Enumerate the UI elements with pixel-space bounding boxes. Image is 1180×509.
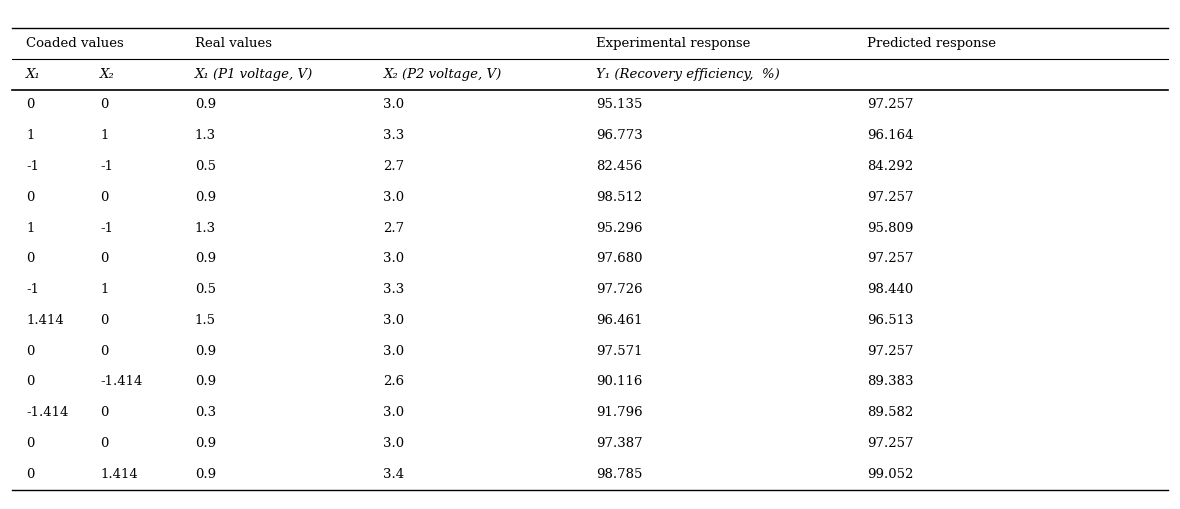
Text: 1: 1: [100, 129, 109, 142]
Text: 97.726: 97.726: [596, 283, 643, 296]
Text: 90.116: 90.116: [596, 376, 642, 388]
Text: 95.135: 95.135: [596, 98, 642, 111]
Text: -1.414: -1.414: [26, 406, 68, 419]
Text: 3.0: 3.0: [384, 314, 405, 327]
Text: 3.0: 3.0: [384, 98, 405, 111]
Text: 2.6: 2.6: [384, 376, 405, 388]
Text: 3.0: 3.0: [384, 345, 405, 358]
Text: 96.164: 96.164: [867, 129, 913, 142]
Text: Experimental response: Experimental response: [596, 37, 750, 50]
Text: 0: 0: [26, 376, 34, 388]
Text: 96.461: 96.461: [596, 314, 642, 327]
Text: 97.571: 97.571: [596, 345, 642, 358]
Text: Y₁ (Recovery efficiency,  %): Y₁ (Recovery efficiency, %): [596, 68, 780, 80]
Text: 96.773: 96.773: [596, 129, 643, 142]
Text: -1: -1: [100, 160, 113, 173]
Text: 97.257: 97.257: [867, 191, 913, 204]
Text: 0: 0: [26, 468, 34, 481]
Text: 98.512: 98.512: [596, 191, 642, 204]
Text: 0.9: 0.9: [195, 437, 216, 450]
Text: 0.9: 0.9: [195, 345, 216, 358]
Text: 89.582: 89.582: [867, 406, 913, 419]
Text: 3.0: 3.0: [384, 406, 405, 419]
Text: X₂: X₂: [100, 68, 116, 80]
Text: 1.3: 1.3: [195, 129, 216, 142]
Text: 97.257: 97.257: [867, 98, 913, 111]
Text: 0: 0: [100, 98, 109, 111]
Text: -1.414: -1.414: [100, 376, 143, 388]
Text: 0.9: 0.9: [195, 468, 216, 481]
Text: 95.809: 95.809: [867, 221, 913, 235]
Text: 1: 1: [26, 129, 34, 142]
Text: 1: 1: [100, 283, 109, 296]
Text: 96.513: 96.513: [867, 314, 913, 327]
Text: 0: 0: [26, 252, 34, 265]
Text: 0: 0: [100, 437, 109, 450]
Text: 0.5: 0.5: [195, 160, 216, 173]
Text: X₂ (P2 voltage, V): X₂ (P2 voltage, V): [384, 68, 502, 80]
Text: 3.4: 3.4: [384, 468, 405, 481]
Text: 99.052: 99.052: [867, 468, 913, 481]
Text: 0.3: 0.3: [195, 406, 216, 419]
Text: Predicted response: Predicted response: [867, 37, 996, 50]
Text: 0: 0: [100, 191, 109, 204]
Text: 98.440: 98.440: [867, 283, 913, 296]
Text: 98.785: 98.785: [596, 468, 642, 481]
Text: 0.9: 0.9: [195, 98, 216, 111]
Text: 95.296: 95.296: [596, 221, 642, 235]
Text: 97.257: 97.257: [867, 252, 913, 265]
Text: 0: 0: [100, 345, 109, 358]
Text: 0: 0: [100, 314, 109, 327]
Text: 84.292: 84.292: [867, 160, 913, 173]
Text: 3.3: 3.3: [384, 129, 405, 142]
Text: 1.5: 1.5: [195, 314, 216, 327]
Text: 1.414: 1.414: [26, 314, 64, 327]
Text: 1.3: 1.3: [195, 221, 216, 235]
Text: 0.5: 0.5: [195, 283, 216, 296]
Text: 0: 0: [26, 191, 34, 204]
Text: 1: 1: [26, 221, 34, 235]
Text: 89.383: 89.383: [867, 376, 913, 388]
Text: 0: 0: [26, 437, 34, 450]
Text: 0: 0: [26, 98, 34, 111]
Text: 3.0: 3.0: [384, 437, 405, 450]
Text: 97.680: 97.680: [596, 252, 642, 265]
Text: 1.414: 1.414: [100, 468, 138, 481]
Text: 2.7: 2.7: [384, 160, 405, 173]
Text: 97.257: 97.257: [867, 437, 913, 450]
Text: -1: -1: [26, 283, 39, 296]
Text: 0.9: 0.9: [195, 191, 216, 204]
Text: 2.7: 2.7: [384, 221, 405, 235]
Text: -1: -1: [100, 221, 113, 235]
Text: 3.0: 3.0: [384, 252, 405, 265]
Text: Real values: Real values: [195, 37, 271, 50]
Text: Coaded values: Coaded values: [26, 37, 124, 50]
Text: 3.0: 3.0: [384, 191, 405, 204]
Text: 97.257: 97.257: [867, 345, 913, 358]
Text: X₁ (P1 voltage, V): X₁ (P1 voltage, V): [195, 68, 313, 80]
Text: 0: 0: [26, 345, 34, 358]
Text: 0: 0: [100, 406, 109, 419]
Text: 3.3: 3.3: [384, 283, 405, 296]
Text: 91.796: 91.796: [596, 406, 643, 419]
Text: 0: 0: [100, 252, 109, 265]
Text: -1: -1: [26, 160, 39, 173]
Text: X₁: X₁: [26, 68, 40, 80]
Text: 82.456: 82.456: [596, 160, 642, 173]
Text: 97.387: 97.387: [596, 437, 643, 450]
Text: 0.9: 0.9: [195, 252, 216, 265]
Text: 0.9: 0.9: [195, 376, 216, 388]
